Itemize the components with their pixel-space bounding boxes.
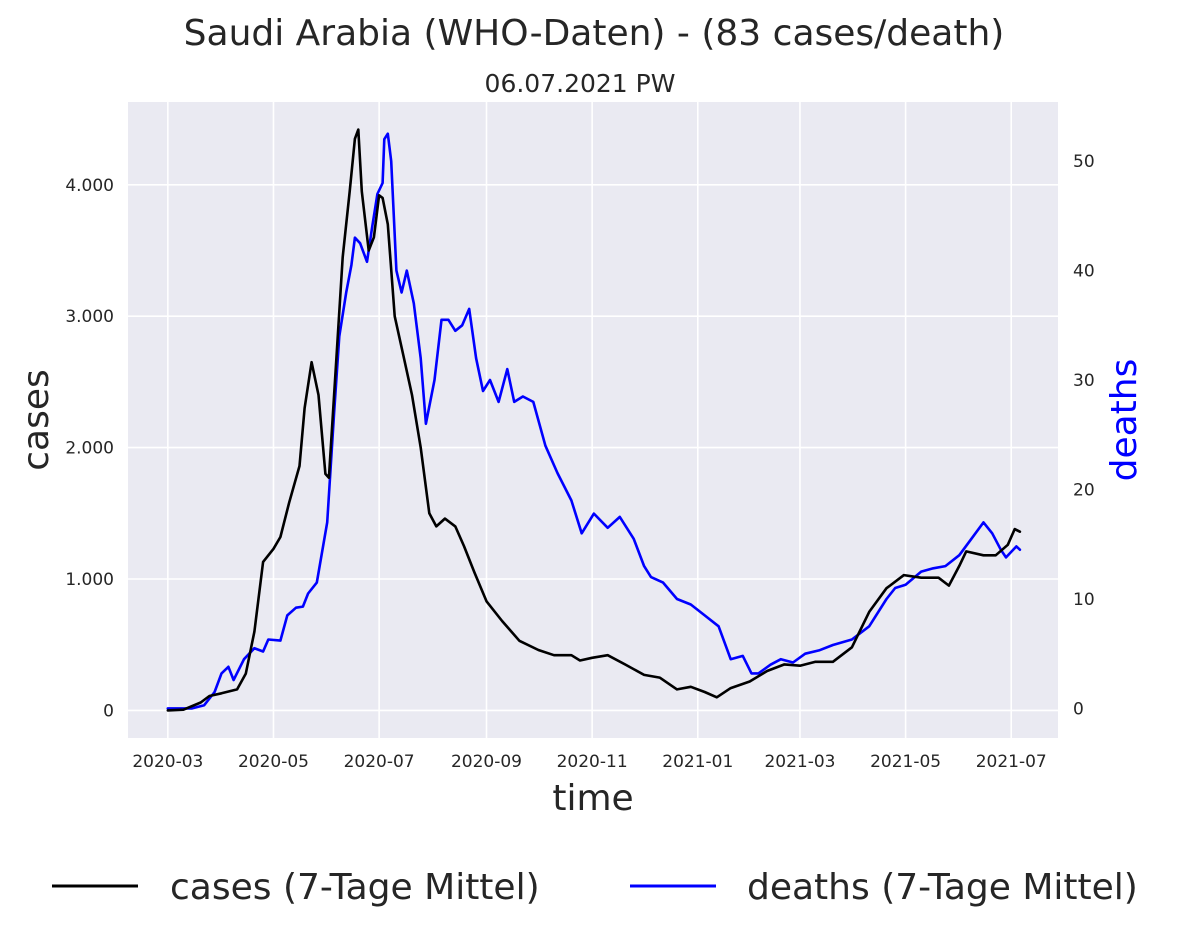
deaths-series-line — [166, 132, 1022, 710]
y-tick-label: 2.000 — [65, 439, 114, 459]
x-tick-label: 2021-03 — [764, 752, 835, 772]
y2-axis-label: deaths — [1104, 359, 1145, 482]
y-gridlines — [128, 183, 1058, 712]
y-tick-label: 3.000 — [65, 307, 114, 327]
cases-series-line — [166, 128, 1022, 712]
y2-tick-label: 50 — [1073, 152, 1095, 172]
x-gridlines — [167, 102, 1013, 738]
legend-deaths-label: deaths (7-Tage Mittel) — [747, 867, 1138, 908]
y-axis-label: cases — [16, 369, 57, 471]
x-axis-label: time — [552, 778, 633, 819]
plot-area — [128, 102, 1058, 738]
chart-title: Saudi Arabia (WHO-Daten) - (83 cases/dea… — [184, 13, 1005, 54]
y-axis-ticks: 0 1.000 2.000 3.000 4.000 — [65, 176, 114, 722]
x-tick-label: 2021-01 — [662, 752, 733, 772]
y2-tick-label: 20 — [1073, 481, 1095, 501]
legend: cases (7-Tage Mittel) deaths (7-Tage Mit… — [52, 867, 1138, 908]
legend-cases-label: cases (7-Tage Mittel) — [170, 867, 540, 908]
y2-tick-label: 40 — [1073, 262, 1095, 282]
series-layer — [166, 128, 1022, 712]
x-tick-label: 2021-07 — [976, 752, 1047, 772]
y2-tick-label: 0 — [1073, 699, 1084, 719]
chart-subtitle: 06.07.2021 PW — [485, 69, 676, 98]
x-axis-ticks: 2020-03 2020-05 2020-07 2020-09 2020-11 2021-… — [132, 752, 1046, 772]
y-tick-label: 0 — [103, 701, 114, 721]
x-tick-label: 2020-03 — [132, 752, 203, 772]
y2-axis-ticks: 0 10 20 30 40 50 — [1073, 152, 1095, 719]
y2-tick-label: 30 — [1073, 371, 1095, 391]
x-tick-label: 2020-11 — [557, 752, 628, 772]
y2-tick-label: 10 — [1073, 590, 1095, 610]
x-tick-label: 2020-07 — [344, 752, 415, 772]
x-tick-label: 2020-09 — [451, 752, 522, 772]
x-tick-label: 2020-05 — [238, 752, 309, 772]
x-tick-label: 2021-05 — [870, 752, 941, 772]
y-tick-label: 1.000 — [65, 570, 114, 590]
y-tick-label: 4.000 — [65, 176, 114, 196]
